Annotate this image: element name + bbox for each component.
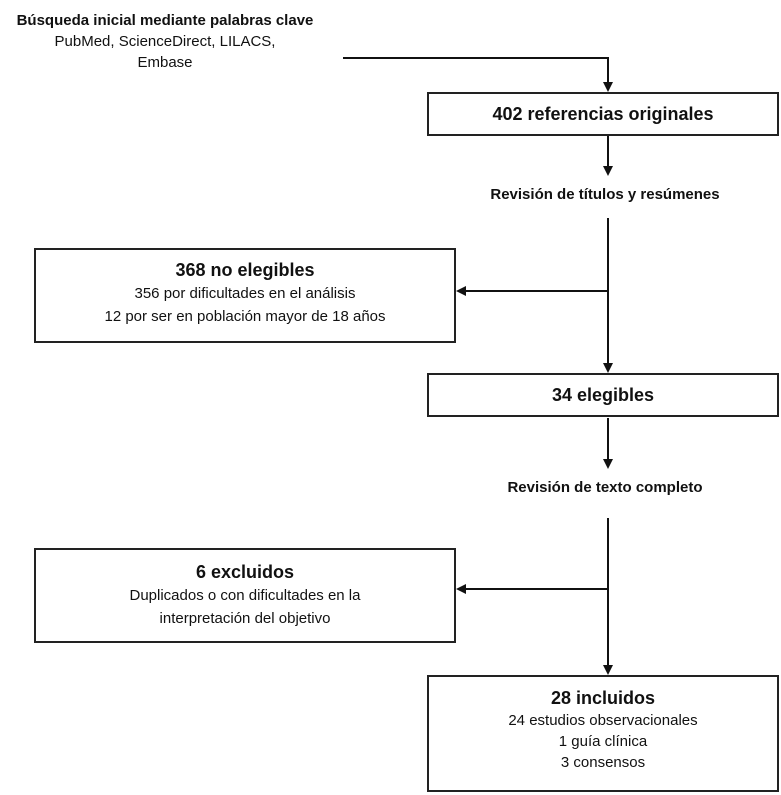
not-eligible-reason-2: 12 por ser en población mayor de 18 años: [104, 308, 386, 325]
not-eligible-reason-1: 356 por dificultades en el análisis: [134, 285, 356, 302]
included-box: 28 incluidos 24 estudios observacionales…: [427, 675, 779, 792]
included-consensus: 3 consensos: [560, 754, 646, 771]
references-title: 402 referencias originales: [492, 103, 714, 124]
search-title: Búsqueda inicial mediante palabras clave: [16, 12, 314, 29]
fulltext-review-label: Revisión de texto completo: [507, 479, 703, 496]
included-clinical-guide: 1 guía clínica: [558, 733, 648, 750]
included-observational: 24 estudios observacionales: [508, 712, 698, 729]
included-title: 28 incluidos: [550, 688, 656, 708]
excluded-box: 6 excluidos Duplicados o con dificultade…: [34, 548, 456, 643]
title-abstract-review-label: Revisión de títulos y resúmenes: [490, 186, 720, 203]
excluded-reason-line2: interpretación del objetivo: [159, 610, 331, 627]
search-databases-line2: Embase: [137, 54, 193, 71]
not-eligible-title: 368 no elegibles: [175, 260, 315, 280]
references-box: 402 referencias originales: [427, 92, 779, 136]
not-eligible-box: 368 no elegibles 356 por dificultades en…: [34, 248, 456, 343]
eligible-box: 34 elegibles: [427, 373, 779, 417]
eligible-title: 34 elegibles: [551, 384, 655, 405]
search-start: Búsqueda inicial mediante palabras clave…: [0, 10, 330, 73]
search-databases-line1: PubMed, ScienceDirect, LILACS,: [54, 33, 276, 50]
excluded-reason-line1: Duplicados o con dificultades en la: [129, 587, 361, 604]
excluded-title: 6 excluidos: [195, 562, 295, 582]
connector-search-to-references: [343, 57, 613, 92]
